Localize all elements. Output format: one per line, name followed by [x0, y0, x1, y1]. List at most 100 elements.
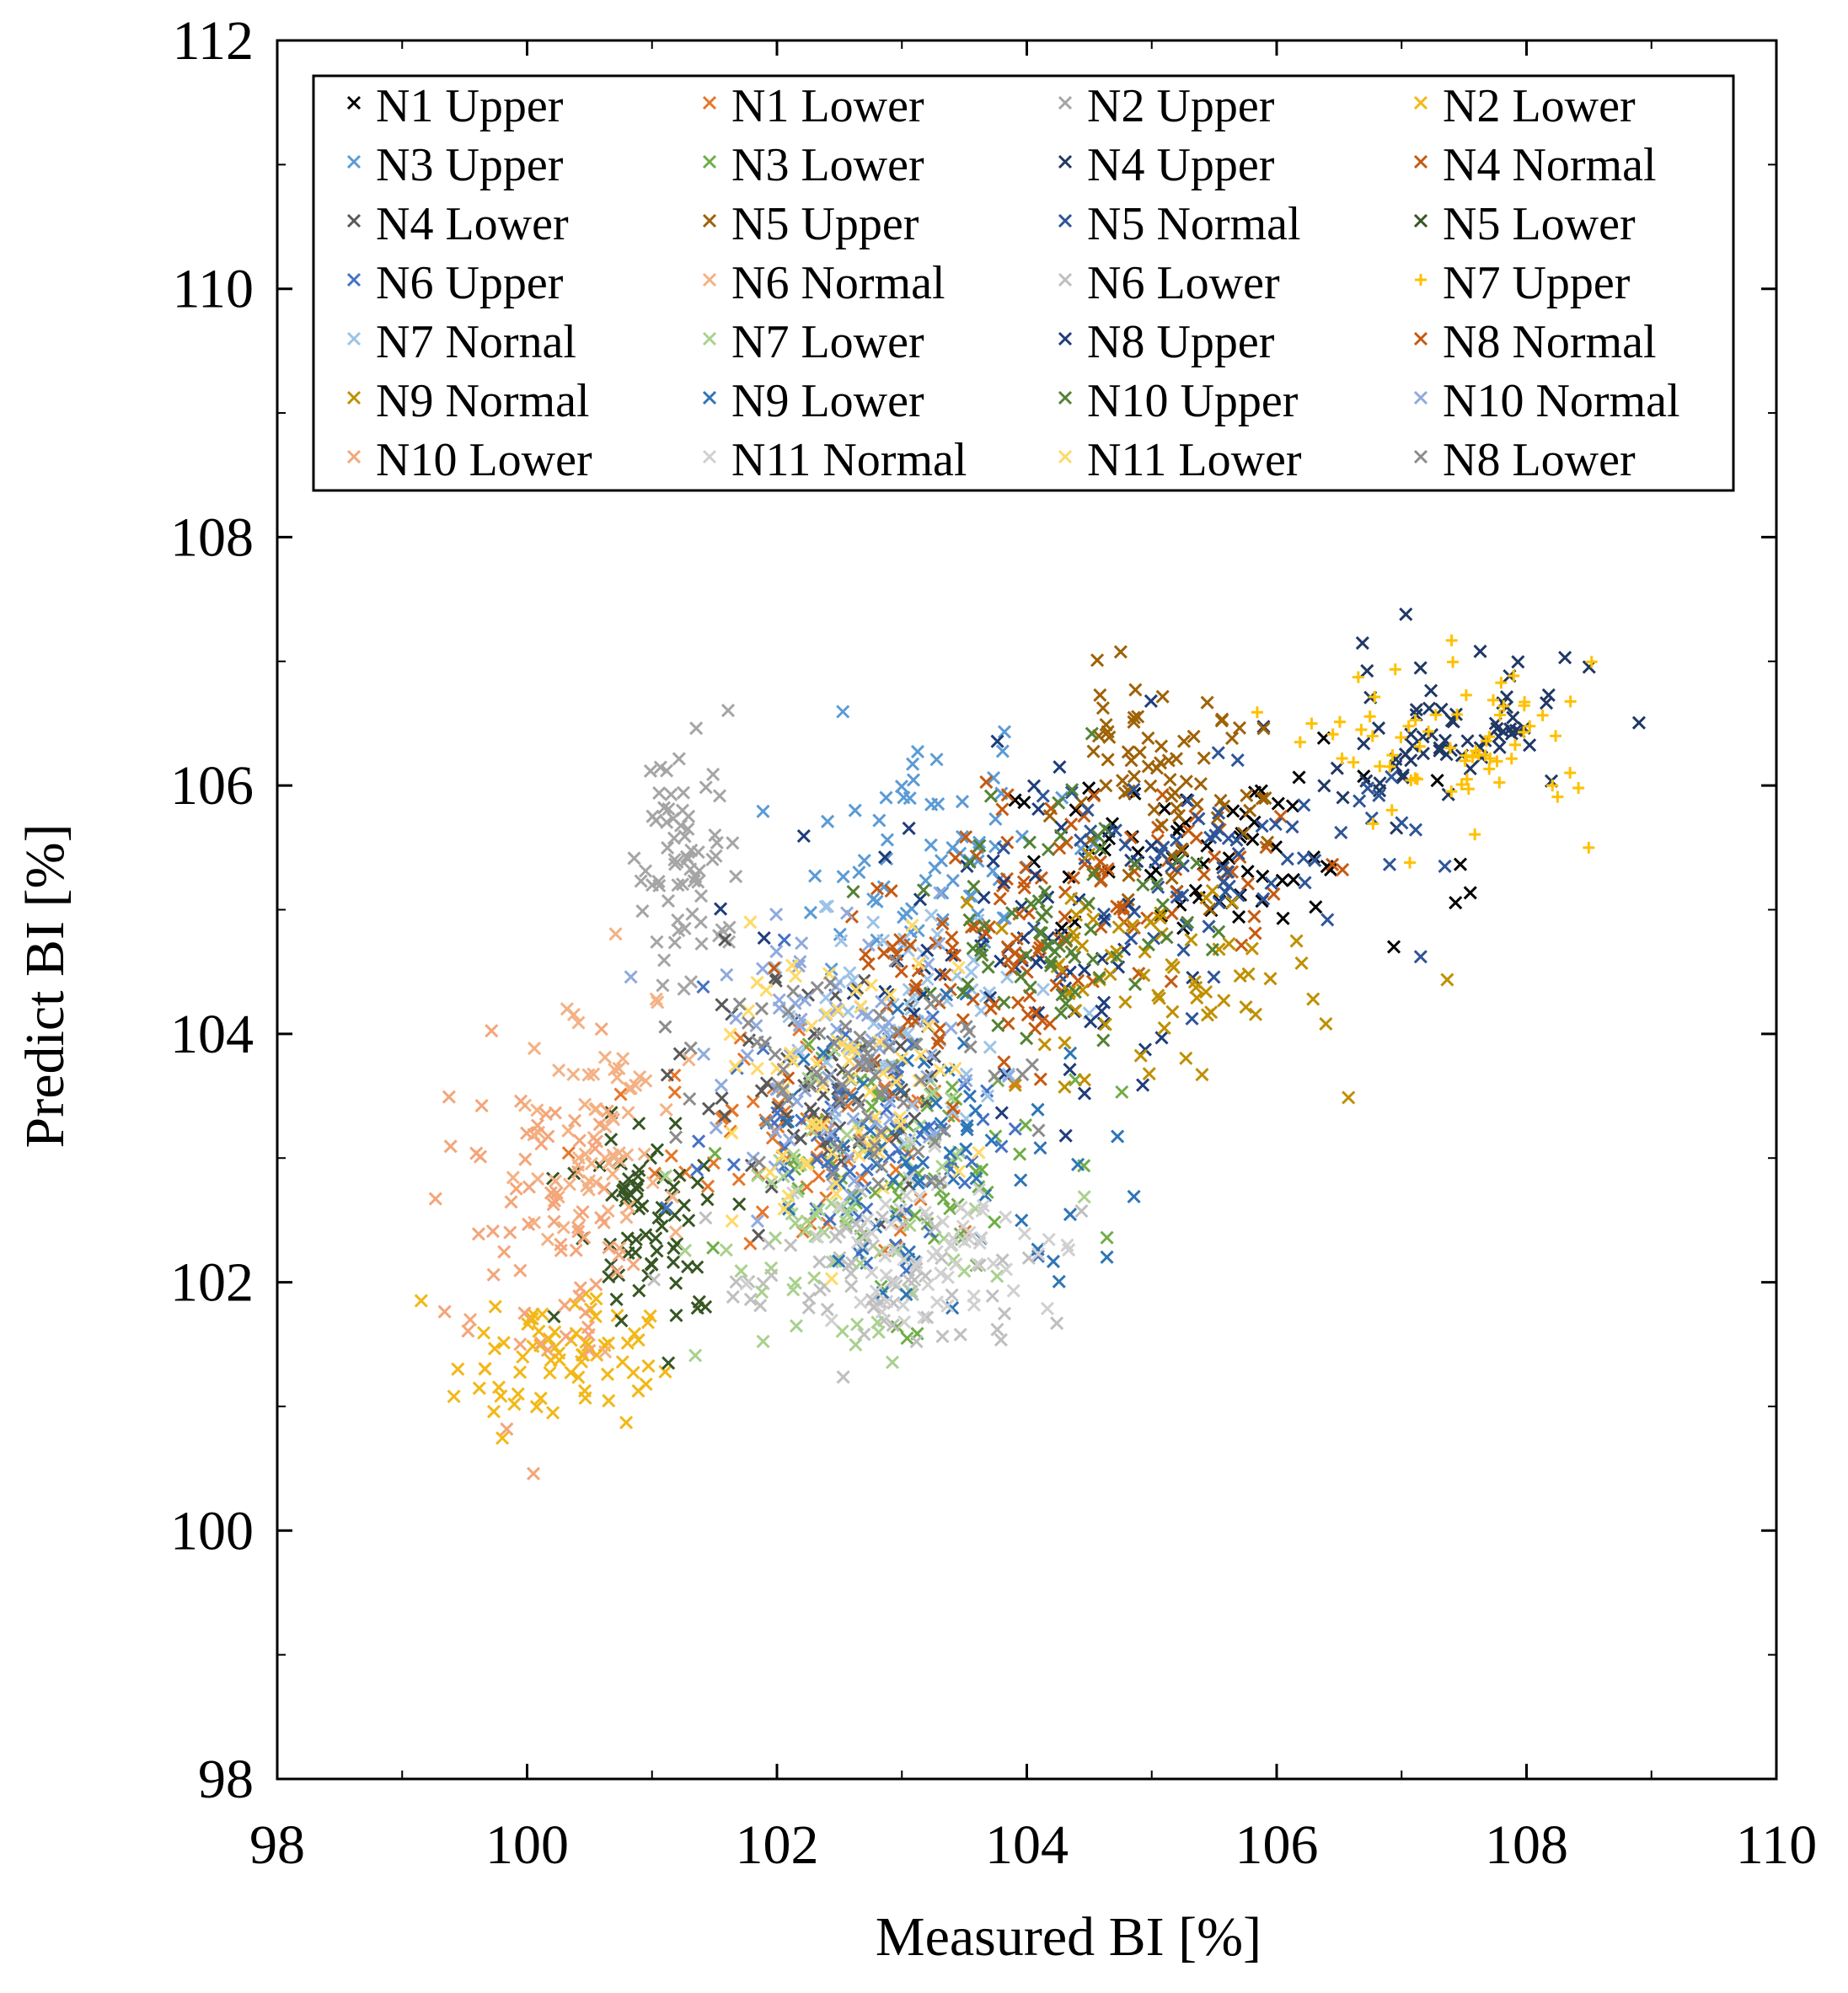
data-point [671, 1310, 683, 1321]
data-point [1161, 931, 1173, 943]
data-point [854, 1031, 866, 1043]
data-point [702, 1181, 714, 1192]
data-point [854, 1296, 866, 1308]
legend-item: N8 Upper [1059, 316, 1275, 368]
data-point [1069, 951, 1080, 963]
data-point [1157, 899, 1169, 911]
data-point [1388, 941, 1400, 953]
data-point [945, 931, 957, 943]
data-point [947, 875, 959, 887]
data-point [1166, 1006, 1178, 1018]
data-point [700, 781, 712, 793]
data-point [512, 1388, 524, 1400]
legend-label: N9 Normal [376, 375, 590, 427]
legend-item: N7 Upper [1415, 257, 1631, 309]
data-point [743, 1034, 755, 1046]
data-point [984, 1042, 996, 1053]
data-point [549, 1326, 560, 1338]
data-point [1386, 804, 1398, 816]
series-n10-lower [430, 1023, 640, 1480]
legend-label: N4 Lower [376, 198, 569, 250]
data-point [574, 1134, 586, 1146]
data-point [1028, 780, 1040, 792]
data-point [813, 1171, 825, 1182]
data-point [1088, 746, 1100, 758]
data-point [774, 994, 785, 1006]
data-point [1242, 865, 1254, 877]
data-point [978, 892, 989, 903]
data-point [756, 1286, 768, 1298]
data-point [611, 1294, 623, 1305]
data-point [603, 1395, 614, 1406]
data-point [935, 1023, 946, 1035]
data-point [1117, 774, 1128, 786]
data-point [1294, 771, 1305, 783]
data-point [648, 1274, 660, 1286]
data-point [1018, 796, 1030, 808]
data-point [720, 1244, 732, 1256]
data-point [876, 996, 887, 1008]
series-n9-normal [961, 849, 1454, 1104]
data-point [1070, 804, 1082, 816]
data-point [1042, 844, 1054, 855]
data-point [633, 1117, 645, 1129]
data-point [1010, 1123, 1021, 1135]
data-point [1469, 828, 1481, 840]
data-point [607, 1168, 619, 1180]
legend-item: N11 Lower [1059, 434, 1302, 486]
data-point [445, 1140, 457, 1152]
data-point [935, 855, 947, 866]
data-point [1248, 911, 1260, 923]
data-point [824, 1213, 836, 1225]
data-point [645, 1152, 656, 1164]
data-point [1042, 1303, 1053, 1315]
data-point [1075, 1205, 1087, 1217]
data-point [1012, 997, 1024, 1009]
data-point [579, 1385, 591, 1396]
data-point [1384, 859, 1395, 871]
data-point [785, 1240, 796, 1251]
data-point [955, 1329, 967, 1341]
legend-label: N5 Upper [731, 198, 919, 250]
data-point [590, 1278, 602, 1290]
data-point [1234, 722, 1245, 734]
data-point [1551, 791, 1563, 803]
data-point [1251, 706, 1263, 718]
data-point [814, 1284, 826, 1296]
data-point [1095, 1005, 1107, 1017]
data-point [1129, 978, 1141, 990]
data-point [1079, 1074, 1090, 1085]
y-tick-label: 102 [170, 1252, 254, 1314]
data-point [706, 854, 718, 865]
data-point [430, 1193, 442, 1205]
data-point [925, 839, 937, 851]
data-point [1572, 782, 1584, 794]
data-point [1137, 879, 1149, 891]
data-point [651, 936, 662, 948]
legend-label: N8 Upper [1087, 316, 1275, 368]
data-point [931, 753, 943, 765]
data-point [633, 1334, 645, 1346]
data-point [849, 805, 861, 817]
data-point [1125, 933, 1137, 945]
legend-label: N5 Lower [1443, 198, 1636, 250]
data-point [988, 855, 999, 867]
data-point [1335, 827, 1347, 838]
legend-item: N5 Normal [1059, 198, 1301, 250]
data-point [937, 1216, 949, 1228]
series-n5-lower [547, 1106, 745, 1369]
data-point [822, 1304, 833, 1315]
data-point [690, 722, 702, 734]
data-point [1034, 1142, 1046, 1154]
data-point [1122, 870, 1134, 881]
data-point [1043, 940, 1055, 951]
data-point [751, 977, 763, 988]
data-point [1415, 951, 1427, 962]
data-point [1235, 970, 1246, 982]
data-point [570, 1327, 582, 1339]
data-point [903, 1015, 914, 1027]
y-tick-label: 106 [170, 755, 254, 817]
data-point [1508, 670, 1519, 682]
data-point [1185, 934, 1197, 946]
data-point [1051, 1317, 1063, 1329]
